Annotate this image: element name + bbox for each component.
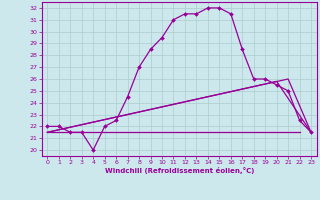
- X-axis label: Windchill (Refroidissement éolien,°C): Windchill (Refroidissement éolien,°C): [105, 167, 254, 174]
